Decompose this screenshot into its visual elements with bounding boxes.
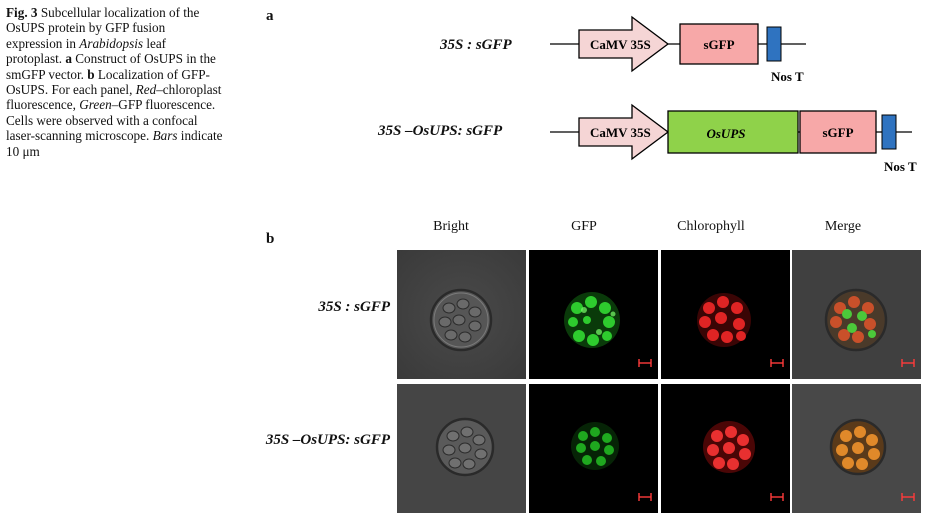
micrograph-row1-merge — [792, 250, 921, 379]
construct1-label: 35S : sGFP — [440, 37, 512, 53]
terminator-box — [766, 26, 782, 62]
figure-caption: Fig. 3 Subcellular localization of the O… — [6, 5, 223, 159]
micrograph-row2-bright — [397, 384, 526, 513]
osups-box — [667, 110, 799, 154]
micrograph-row1-gfp — [529, 250, 658, 379]
micrograph-row2-chlorophyll — [661, 384, 790, 513]
terminator-box — [881, 114, 897, 150]
column-header-gfp: GFP — [571, 219, 597, 234]
construct-diagram: CaMV 35S sGFP Nos T CaMV 35S OsUPS sGFP … — [550, 15, 917, 174]
sgfp-box — [799, 110, 877, 154]
terminator-label: Nos T — [771, 69, 804, 84]
column-header-merge: Merge — [824, 219, 862, 234]
micrograph-row1-chlorophyll — [661, 250, 790, 379]
promoter-label: CaMV 35S — [590, 37, 651, 52]
panel-b-letter: b — [266, 231, 275, 247]
micrograph-row2-merge — [792, 384, 921, 513]
panel-a-letter: a — [266, 8, 274, 24]
column-header-chlorophyll: Chlorophyll — [677, 219, 745, 234]
sgfp-label: sGFP — [822, 125, 853, 140]
sgfp-box — [679, 23, 759, 65]
osups-label: OsUPS — [706, 126, 745, 141]
construct2: CaMV 35S OsUPS sGFP Nos T — [550, 103, 917, 174]
construct2-label: 35S –OsUPS: sGFP — [378, 123, 503, 139]
construct1: CaMV 35S sGFP Nos T — [550, 15, 806, 84]
micrograph-row1-bright — [397, 250, 526, 379]
promoter-label: CaMV 35S — [590, 125, 651, 140]
micrograph-row2-gfp — [529, 384, 658, 513]
promoter-arrow — [578, 103, 670, 161]
terminator-label: Nos T — [884, 159, 917, 174]
column-header-bright: Bright — [433, 219, 469, 234]
row-label-osups-sgfp: 35S –OsUPS: sGFP — [265, 432, 390, 448]
sgfp-label: sGFP — [703, 37, 734, 52]
row-label-sgfp: 35S : sGFP — [318, 299, 390, 315]
promoter-arrow — [578, 15, 670, 73]
figure-label: Fig. 3 — [6, 5, 38, 20]
